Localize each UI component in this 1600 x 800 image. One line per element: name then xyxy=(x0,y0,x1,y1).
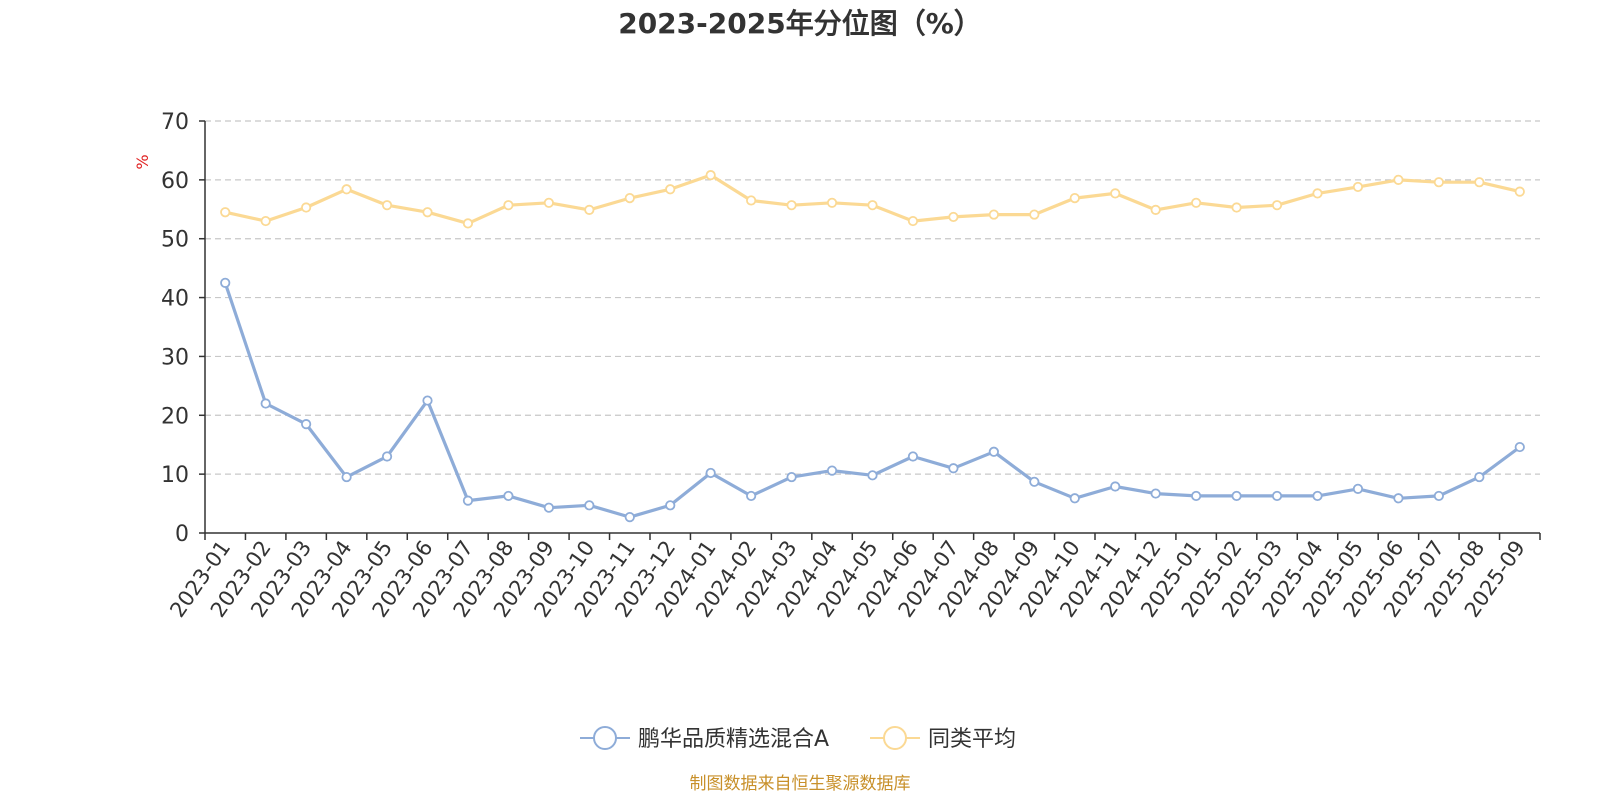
y-tick-label: 70 xyxy=(161,110,189,135)
data-point xyxy=(462,218,474,229)
data-point xyxy=(907,215,919,227)
data-point xyxy=(665,500,676,511)
data-point xyxy=(665,184,676,195)
data-point xyxy=(543,197,554,208)
data-point xyxy=(260,215,271,227)
data-point xyxy=(1150,204,1161,215)
data-point xyxy=(988,446,999,457)
legend-marker-icon xyxy=(883,726,907,750)
data-point xyxy=(220,207,231,218)
data-point xyxy=(1069,493,1080,504)
y-tick-label: 50 xyxy=(161,228,189,253)
legend-item-1[interactable]: 同类平均 xyxy=(870,726,1016,752)
data-point xyxy=(1352,181,1364,193)
data-point xyxy=(1069,193,1080,204)
series-lines xyxy=(220,170,1525,523)
data-point xyxy=(948,211,959,223)
data-point xyxy=(1474,177,1485,188)
data-point xyxy=(867,470,878,481)
data-point xyxy=(422,395,433,406)
data-point xyxy=(907,451,919,462)
legend-label: 同类平均 xyxy=(928,727,1016,752)
y-tick-label: 20 xyxy=(161,404,189,429)
data-point xyxy=(1191,197,1202,208)
data-point xyxy=(1110,188,1121,199)
data-point xyxy=(341,471,352,483)
data-point xyxy=(1393,493,1404,504)
data-point xyxy=(381,451,393,462)
data-point xyxy=(624,193,635,204)
data-point xyxy=(543,502,554,513)
axes xyxy=(204,121,1540,534)
data-point xyxy=(1029,476,1040,487)
data-point xyxy=(867,200,878,211)
y-axis-unit-label: % xyxy=(133,154,152,169)
data-point xyxy=(503,490,514,502)
data-point xyxy=(301,419,312,430)
data-point xyxy=(746,490,757,502)
series-line-1 xyxy=(224,173,1521,225)
data-point xyxy=(584,500,595,511)
data-point xyxy=(786,200,797,211)
data-point xyxy=(786,471,797,483)
data-point xyxy=(1029,209,1040,220)
data-point xyxy=(301,202,312,213)
data-point xyxy=(462,495,474,506)
data-point xyxy=(948,463,959,474)
data-point xyxy=(503,200,514,211)
chart-title: 2023-2025年分位图（%） xyxy=(618,7,982,40)
data-point xyxy=(624,512,635,523)
data-point xyxy=(1433,490,1444,502)
data-point xyxy=(1514,186,1525,197)
grid-lines xyxy=(205,120,1540,475)
data-point xyxy=(826,197,838,208)
data-point xyxy=(1474,471,1485,483)
data-point xyxy=(584,204,595,215)
data-point xyxy=(1352,483,1364,494)
data-point xyxy=(705,170,716,181)
y-tick-label: 0 xyxy=(175,522,189,547)
data-point xyxy=(1150,488,1161,499)
legend-label: 鹏华品质精选混合A xyxy=(638,727,829,752)
data-point xyxy=(1312,490,1323,502)
data-point xyxy=(1271,200,1283,211)
data-point xyxy=(260,398,271,409)
data-point xyxy=(1231,202,1242,213)
data-point xyxy=(220,277,231,288)
data-point xyxy=(1393,174,1404,185)
legend-item-0[interactable]: 鹏华品质精选混合A xyxy=(580,726,829,752)
data-point xyxy=(988,209,999,220)
data-point xyxy=(1110,481,1121,492)
y-tick-label: 40 xyxy=(161,287,189,312)
data-point xyxy=(1271,490,1283,502)
legend-marker-icon xyxy=(593,726,617,750)
data-point xyxy=(381,200,393,211)
data-point xyxy=(341,184,352,195)
y-tick-label: 60 xyxy=(161,169,189,194)
data-point xyxy=(826,465,838,476)
data-point xyxy=(1231,490,1242,502)
data-point xyxy=(746,195,757,206)
y-tick-label: 30 xyxy=(161,345,189,370)
legend[interactable]: 鹏华品质精选混合A 同类平均 xyxy=(580,726,1016,752)
y-axis-ticks: 0 10 20 30 40 50 60 70 xyxy=(161,110,205,547)
x-axis-ticks: 2023-012023-022023-032023-042023-052023-… xyxy=(165,533,1541,622)
y-tick-label: 10 xyxy=(161,463,189,488)
data-point xyxy=(1514,441,1525,453)
data-point xyxy=(1433,177,1444,188)
data-point xyxy=(1312,188,1323,199)
data-source-note: 制图数据来自恒生聚源数据库 xyxy=(690,774,911,794)
series-line-0 xyxy=(223,282,1521,519)
data-point xyxy=(1191,490,1202,502)
data-point xyxy=(705,467,716,479)
data-point xyxy=(422,207,433,218)
